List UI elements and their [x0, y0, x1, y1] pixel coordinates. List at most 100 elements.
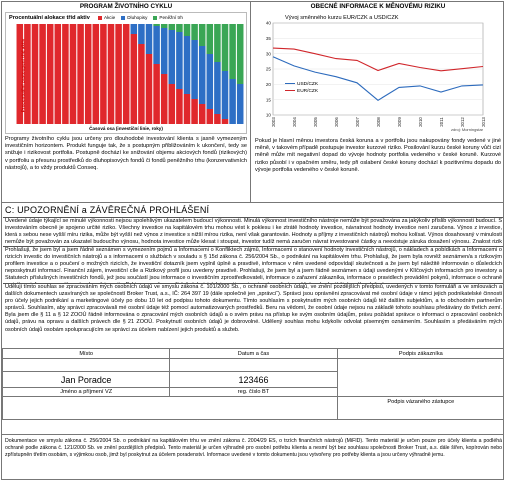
performance-disclaimer: Uvedené údaje týkající se minulé výkonno… — [5, 218, 502, 246]
allocation-bar-dluhopisy-25 — [198, 46, 206, 104]
y-tick-label: 25 — [266, 67, 272, 72]
allocation-bar-peněžní-trh-29 — [229, 24, 236, 79]
allocation-bar-akcie-20 — [160, 74, 168, 124]
legend-item-akcie: Akcie — [98, 15, 115, 20]
legend-item-dluhopisy: Dluhopisy — [121, 15, 147, 20]
signature-block: Místo Datum a čas Podpis zákazníka Jan P… — [2, 348, 503, 433]
allocation-chart-plot — [16, 24, 244, 124]
allocation-bar-akcie-22 — [176, 89, 183, 124]
agent-name-label: Jméno a příjmení VZ — [2, 387, 171, 397]
allocation-bar-peněžní-trh-21 — [168, 24, 176, 30]
allocation-bar-peněžní-trh-27 — [214, 24, 221, 62]
agent-signature-spacer — [2, 396, 338, 420]
allocation-bar-dluhopisy-29 — [229, 79, 236, 124]
legend-item-eur: EUR/CZK — [285, 88, 318, 95]
currency-risk-description: Pokud je hlavní měnou investora česká ko… — [255, 138, 501, 173]
legend-item-usd: USD/CZK — [285, 81, 318, 88]
lifecycle-program-section: PROGRAM ŽIVOTNÍHO CYKLU Procentuální alo… — [2, 2, 251, 202]
allocation-bar-akcie-6 — [54, 24, 62, 124]
allocation-bar-akcie-28 — [221, 119, 229, 124]
allocation-bar-dluhopisy-20 — [160, 28, 168, 74]
allocation-bar-akcie-12 — [100, 24, 107, 124]
allocation-bar-peněžní-trh-23 — [183, 24, 191, 36]
allocation-chart-xlabel: Časová osa (investiční linie, roky) — [89, 126, 163, 131]
allocation-bar-peněžní-trh-22 — [176, 24, 183, 32]
y-tick-label: 30 — [266, 51, 272, 56]
allocation-bar-akcie-8 — [69, 24, 77, 124]
y-tick-label: 15 — [266, 97, 272, 102]
allocation-bar-akcie-16 — [130, 34, 138, 124]
place-label: Místo — [2, 348, 171, 359]
x-tick-label: 2004 — [292, 117, 297, 127]
allocation-bar-dluhopisy-19 — [153, 26, 160, 64]
allocation-bar-akcie-23 — [183, 94, 191, 124]
series-line-eur-czk — [272, 47, 484, 72]
allocation-bar-akcie-17 — [138, 44, 145, 124]
allocation-bar-akcie-26 — [206, 109, 214, 124]
exchange-rate-chart-title: Vývoj směnného kurzu EUR/CZK a USD/CZK — [285, 15, 399, 21]
y-tick-label: 20 — [266, 82, 272, 87]
allocation-bar-akcie-14 — [115, 24, 122, 124]
warnings-declarations-section: C: UPOZORNĚNÍ a ZÁVĚREČNÁ PROHLÁŠENÍ Uve… — [2, 202, 503, 348]
allocation-bar-dluhopisy-27 — [214, 62, 221, 114]
allocation-bar-dluhopisy-22 — [176, 32, 183, 89]
allocation-bar-dluhopisy-16 — [130, 24, 138, 34]
x-tick-label: 2003 — [271, 117, 276, 127]
client-signature-field[interactable] — [336, 358, 503, 397]
agent-name-value[interactable]: Jan Poradce — [2, 371, 171, 388]
x-tick-label: 2011 — [439, 117, 444, 127]
allocation-bar-akcie-10 — [84, 24, 92, 124]
agent-reg-number-label: reg. číslo BT — [169, 387, 338, 397]
divider — [3, 217, 503, 218]
personal-data-consent: Uděluji tímto souhlas se zpracováním mýc… — [5, 284, 502, 333]
agent-signature-label: Podpis vázaného zástupce — [387, 399, 455, 405]
x-tick-label: 2009 — [397, 117, 402, 127]
allocation-bar-akcie-27 — [214, 114, 221, 124]
date-field[interactable] — [169, 358, 338, 372]
allocation-chart: Procentuální alokace tříd aktiv Akcie Dl… — [5, 12, 247, 134]
agent-signature-field[interactable]: Podpis vázaného zástupce — [336, 396, 503, 420]
allocation-chart-title: Procentuální alokace tříd aktiv — [9, 15, 90, 21]
allocation-bar-peněžní-trh-25 — [198, 24, 206, 46]
legend-item-penezni-trh: Peněžní trh — [153, 15, 183, 20]
series-line-usd-czk — [272, 56, 484, 101]
allocation-bar-akcie-7 — [62, 24, 69, 124]
allocation-bar-akcie-1 — [16, 24, 24, 124]
allocation-bar-akcie-5 — [46, 24, 54, 124]
x-tick-label: 2006 — [334, 117, 339, 127]
place-field[interactable] — [2, 358, 171, 372]
agent-reg-number-value[interactable]: 123466 — [169, 371, 338, 388]
y-tick-label: 10 — [266, 113, 272, 118]
allocation-bar-akcie-2 — [24, 24, 31, 124]
allocation-bar-dluhopisy-24 — [191, 40, 198, 99]
allocation-bar-akcie-21 — [168, 84, 176, 124]
allocation-bar-peněžní-trh-26 — [206, 24, 214, 54]
allocation-bar-akcie-9 — [77, 24, 84, 124]
currency-risk-section: OBECNÉ INFORMACE K MĚNOVÉMU RIZIKU 10 15 2… — [252, 2, 503, 202]
exchange-rate-chart: 10 15 20 25 30 35 40 2003 2004 2005 2006 2007 2008 20… — [255, 13, 501, 137]
client-declaration: Prohlašuji, že jsem byl a jsem řádně sez… — [5, 247, 502, 283]
date-label: Datum a čas — [169, 348, 338, 359]
allocation-bar-akcie-13 — [107, 24, 115, 124]
allocation-bar-dluhopisy-17 — [138, 24, 145, 44]
signature-table: Místo Datum a čas Podpis zákazníka Jan P… — [2, 348, 503, 420]
allocation-bar-dluhopisy-18 — [145, 24, 153, 54]
x-tick-label: 2010 — [418, 117, 423, 127]
exchange-rate-chart-source: zdroj: Morningstar — [450, 127, 483, 132]
allocation-bar-peněžní-trh-30 — [236, 24, 244, 84]
y-tick-label: 40 — [266, 21, 272, 26]
x-tick-label: 2012 — [460, 117, 465, 127]
x-tick-label: 2007 — [355, 117, 360, 127]
allocation-bar-dluhopisy-30 — [236, 84, 244, 124]
allocation-chart-legend: Akcie Dluhopisy Peněžní trh — [98, 15, 183, 20]
allocation-bar-peněžní-trh-24 — [191, 24, 198, 40]
allocation-bar-akcie-15 — [122, 24, 130, 124]
x-tick-label: 2013 — [481, 117, 486, 127]
allocation-chart-ylabel: Procentuální zastoupení tříd aktiv — [20, 38, 26, 113]
allocation-bar-peněžní-trh-28 — [221, 24, 229, 71]
allocation-bar-akcie-11 — [92, 24, 100, 124]
legal-footer: Dokumentace ve smyslu zákona č. 256/2004… — [2, 434, 503, 479]
lifecycle-section-title: PROGRAM ŽIVOTNÍHO CYKLU — [79, 3, 173, 10]
x-tick-label: 2005 — [313, 117, 318, 127]
